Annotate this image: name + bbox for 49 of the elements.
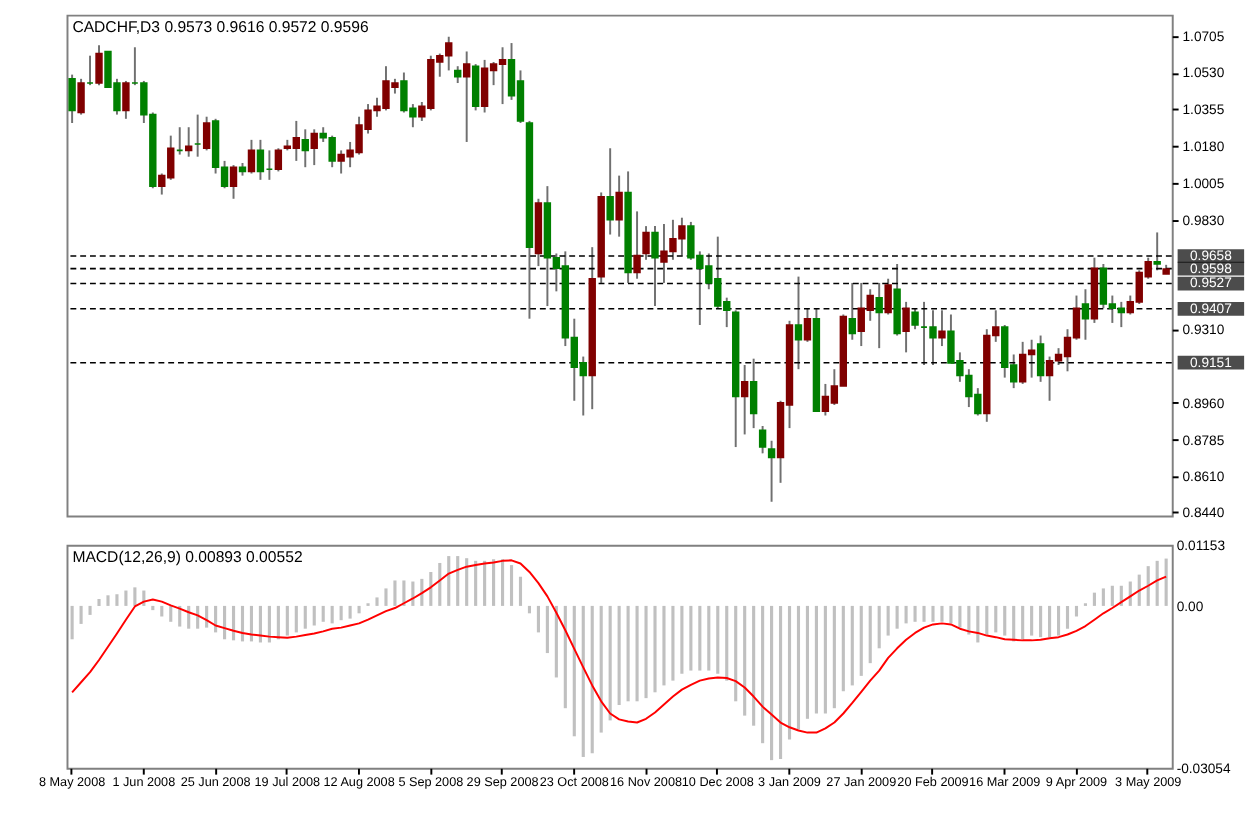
candlestick <box>310 128 318 167</box>
candlestick <box>749 357 758 430</box>
candlestick <box>1117 300 1126 329</box>
chart-title: MACD(12,26,9) 0.00893 0.00552 <box>72 548 303 567</box>
candlestick <box>606 147 614 236</box>
candlestick <box>803 307 812 343</box>
candlestick <box>938 309 946 348</box>
candlestick <box>902 300 910 354</box>
candlestick <box>256 138 265 181</box>
candlestick <box>274 147 283 173</box>
candlestick <box>1001 324 1009 379</box>
candlestick <box>615 174 623 238</box>
candlestick <box>301 128 309 169</box>
candlestick <box>893 263 901 337</box>
candlestick <box>929 309 937 366</box>
candlestick <box>480 58 489 114</box>
candlestick <box>642 225 650 261</box>
candlestick <box>1081 288 1090 341</box>
candlestick <box>875 281 883 350</box>
candlestick <box>247 138 256 175</box>
candlestick <box>651 225 659 308</box>
candlestick <box>1036 334 1045 383</box>
candlestick <box>794 275 803 371</box>
candlestick <box>185 126 193 158</box>
candlestick <box>1045 355 1054 402</box>
candlestick <box>122 79 130 120</box>
candlestick <box>767 439 776 503</box>
candlestick <box>77 77 85 116</box>
candlestick <box>740 364 749 436</box>
candlestick <box>95 44 103 87</box>
candlestick <box>462 50 471 143</box>
candlestick <box>1027 338 1036 379</box>
candlestick <box>498 46 507 106</box>
candlestick <box>68 73 76 124</box>
candlestick <box>471 63 480 112</box>
chart-title: CADCHF,D3 0.9573 0.9616 0.9572 0.9596 <box>72 18 369 37</box>
candlestick <box>328 134 336 169</box>
candlestick <box>848 281 856 341</box>
candlestick <box>229 164 238 200</box>
candlestick <box>1153 231 1161 272</box>
candlestick <box>758 425 767 455</box>
candlestick <box>202 115 211 152</box>
candlestick <box>292 119 300 162</box>
candlestick <box>633 210 641 280</box>
candlestick <box>821 382 830 417</box>
candlestick <box>911 307 919 331</box>
candlestick <box>884 277 892 316</box>
candlestick <box>1099 263 1108 310</box>
candlestick <box>1018 340 1027 385</box>
